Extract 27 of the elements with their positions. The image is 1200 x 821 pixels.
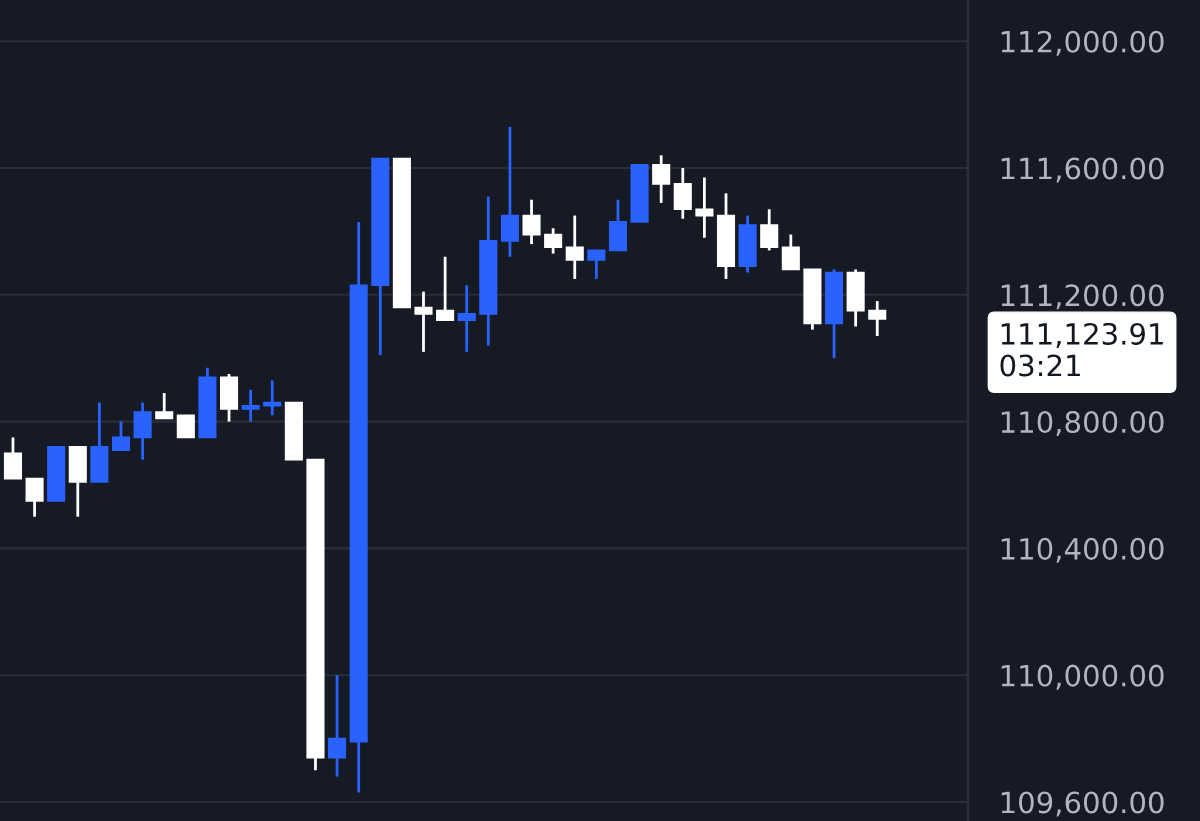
y-tick-label: 111,600.00 [1001, 157, 1164, 183]
candlestick [544, 226, 563, 255]
y-tick-label: 112,000.00 [1001, 30, 1164, 56]
y-tick-label: 110,400.00 [1001, 537, 1164, 563]
candlestick [868, 299, 887, 338]
candlestick [587, 249, 606, 281]
candlestick [522, 198, 541, 246]
y-tick-label: 109,600.00 [1001, 791, 1164, 817]
candlestick [25, 477, 44, 519]
y-tick-label: 111,200.00 [1001, 284, 1164, 310]
candlestick [155, 391, 174, 420]
text: 111,123.91 03:21 [1000, 322, 1163, 377]
candlestick [457, 283, 476, 354]
y-tick-label: 110,000.00 [1001, 664, 1164, 690]
candlestick [695, 176, 714, 240]
candlestick [328, 673, 347, 779]
candlestick [176, 414, 195, 439]
candlestick [781, 233, 800, 271]
candlestick [414, 290, 433, 354]
y-tick-label: 110,800.00 [1001, 411, 1164, 437]
candlestick [436, 255, 455, 322]
candlestick [111, 420, 131, 452]
candlestick [263, 379, 282, 417]
candlestick [760, 207, 779, 252]
candlestick [565, 214, 584, 281]
candlestick [241, 388, 260, 423]
candlestick [652, 153, 671, 205]
